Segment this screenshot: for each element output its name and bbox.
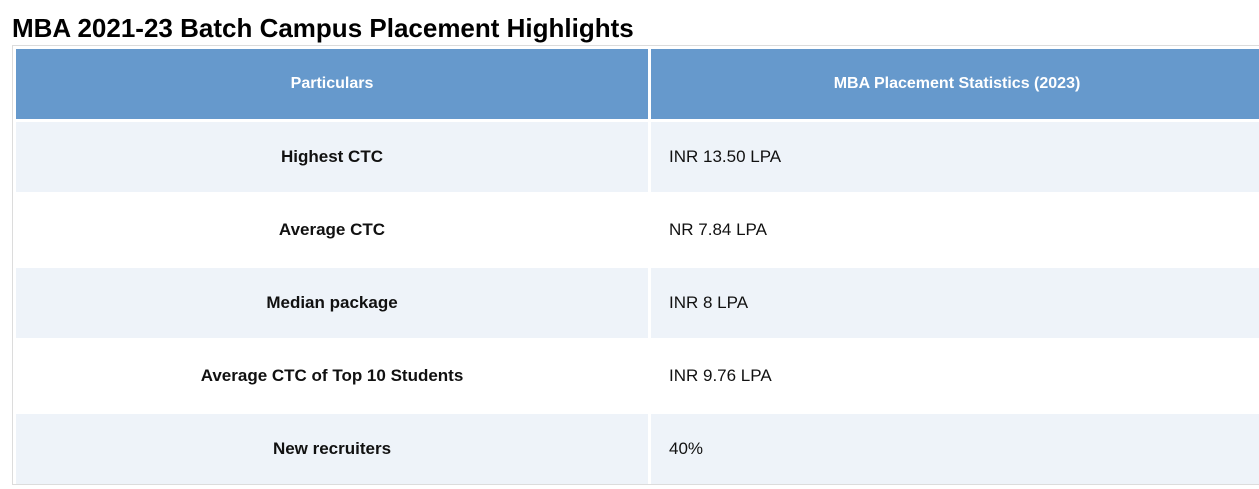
header-particulars: Particulars xyxy=(16,49,648,119)
row-particular: Average CTC of Top 10 Students xyxy=(16,341,648,411)
row-value: INR 9.76 LPA xyxy=(651,341,1259,411)
placement-table-container: Particulars MBA Placement Statistics (20… xyxy=(12,45,1259,485)
table-row: New recruiters 40% xyxy=(16,414,1259,484)
table-row: Median package INR 8 LPA xyxy=(16,268,1259,338)
placement-table: Particulars MBA Placement Statistics (20… xyxy=(13,46,1259,484)
row-particular: Median package xyxy=(16,268,648,338)
row-particular: New recruiters xyxy=(16,414,648,484)
table-row: Highest CTC INR 13.50 LPA xyxy=(16,122,1259,192)
row-particular: Average CTC xyxy=(16,195,648,265)
row-value: NR 7.84 LPA xyxy=(651,195,1259,265)
row-value: 40% xyxy=(651,414,1259,484)
page-title: MBA 2021-23 Batch Campus Placement Highl… xyxy=(12,13,634,43)
row-value: INR 8 LPA xyxy=(651,268,1259,338)
row-particular: Highest CTC xyxy=(16,122,648,192)
row-value: INR 13.50 LPA xyxy=(651,122,1259,192)
header-placement-statistics: MBA Placement Statistics (2023) xyxy=(651,49,1259,119)
table-row: Average CTC of Top 10 Students INR 9.76 … xyxy=(16,341,1259,411)
table-header-row: Particulars MBA Placement Statistics (20… xyxy=(16,49,1259,119)
table-row: Average CTC NR 7.84 LPA xyxy=(16,195,1259,265)
